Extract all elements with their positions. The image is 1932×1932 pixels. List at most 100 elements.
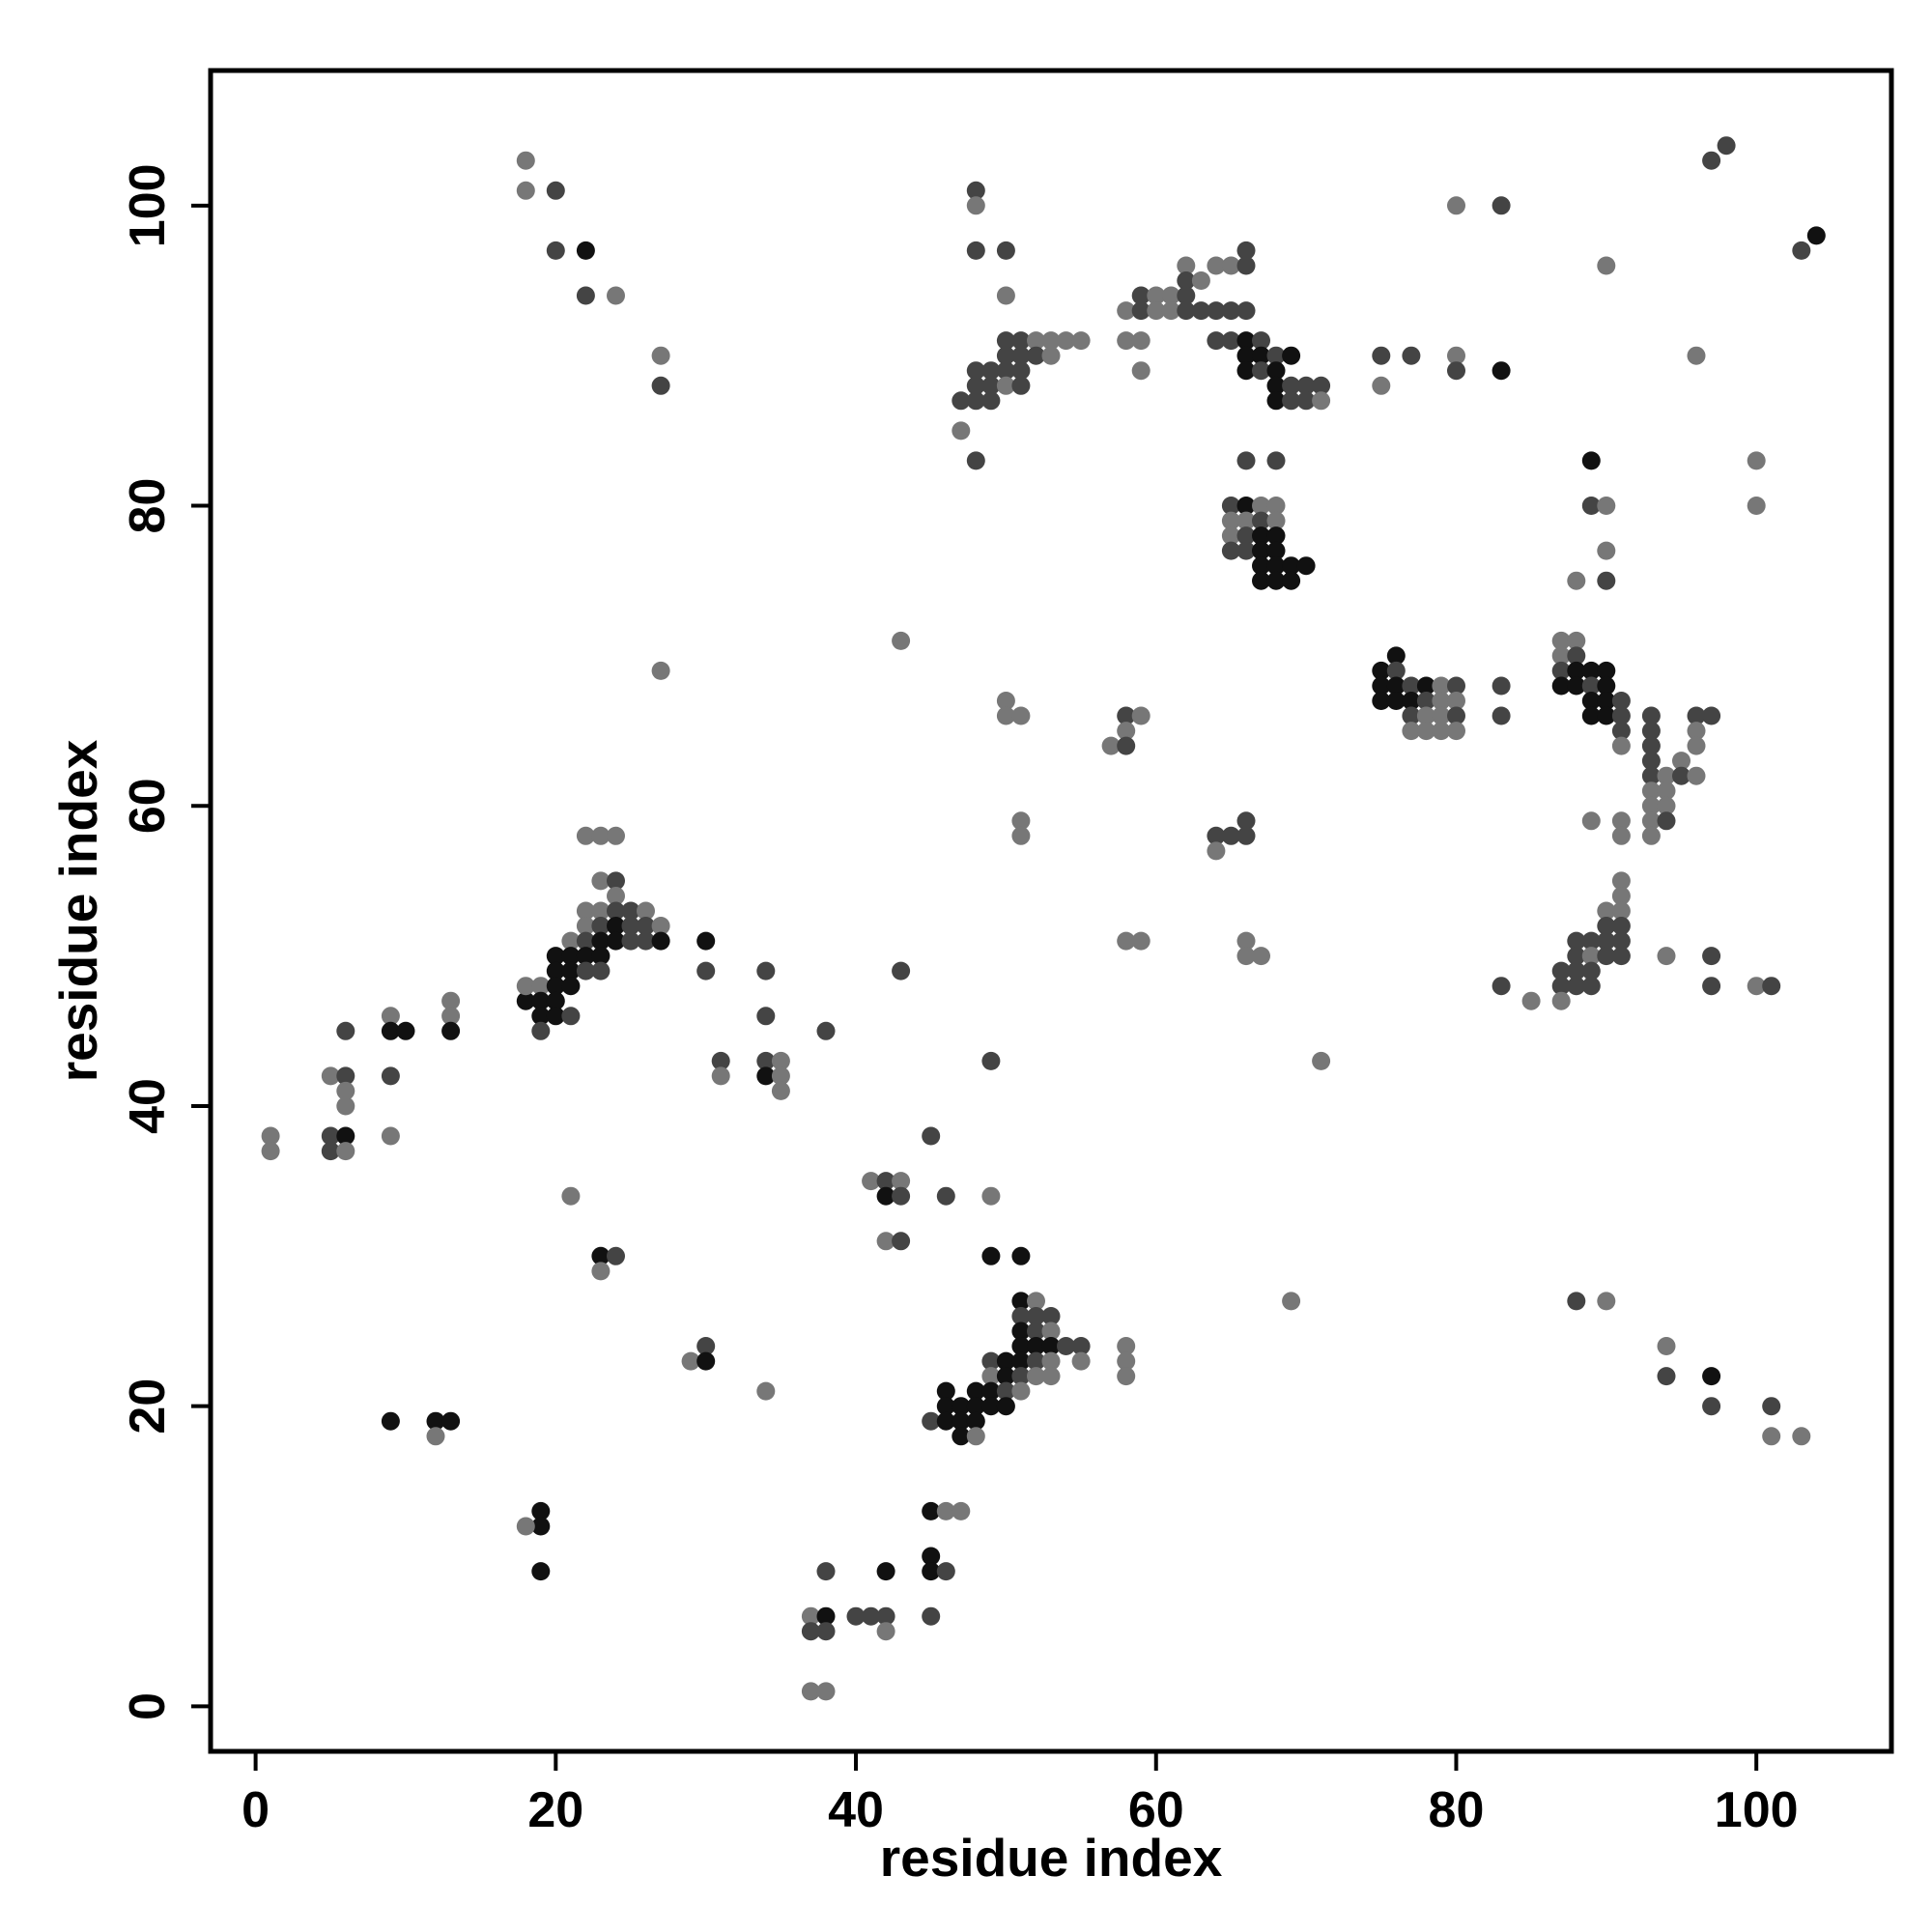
data-point <box>876 1172 895 1191</box>
data-point <box>1011 376 1031 395</box>
data-point <box>952 1397 971 1416</box>
data-point <box>1131 286 1151 305</box>
data-point <box>922 1501 941 1520</box>
data-point <box>426 1427 445 1446</box>
data-point <box>381 1066 400 1086</box>
data-point <box>441 1007 461 1026</box>
data-point <box>1131 301 1151 321</box>
data-point <box>1221 497 1240 515</box>
data-point <box>1207 331 1226 351</box>
data-point <box>801 1606 820 1626</box>
data-point <box>1597 901 1616 921</box>
data-point <box>1266 391 1286 411</box>
data-point <box>621 901 640 921</box>
data-point <box>1702 1367 1721 1386</box>
data-point <box>1372 692 1391 710</box>
data-point <box>1611 871 1631 891</box>
data-point <box>531 1501 551 1520</box>
data-point <box>1702 1397 1721 1416</box>
y-tick-label: 40 <box>120 1078 176 1134</box>
data-point <box>1597 947 1616 966</box>
data-point <box>441 1411 461 1431</box>
data-point <box>1041 331 1061 351</box>
data-point <box>1252 511 1270 530</box>
data-point <box>1221 256 1240 275</box>
data-point <box>591 871 611 891</box>
y-axis-title: residue index <box>48 739 108 1082</box>
data-point <box>1611 887 1631 905</box>
data-point <box>1581 706 1601 725</box>
data-point <box>922 1606 941 1626</box>
data-point <box>1296 376 1316 395</box>
data-point <box>1161 286 1180 305</box>
data-point <box>1011 826 1031 845</box>
data-point <box>981 1246 1001 1265</box>
data-point <box>981 1186 1001 1206</box>
data-point <box>1702 977 1721 996</box>
data-point <box>1611 931 1631 951</box>
data-point <box>1402 346 1421 365</box>
data-point <box>771 1066 790 1086</box>
data-point <box>1252 497 1270 515</box>
data-point <box>1597 1292 1616 1311</box>
data-point <box>1597 256 1616 275</box>
data-point <box>1806 226 1826 245</box>
data-point <box>1266 346 1286 365</box>
data-point <box>1236 497 1256 515</box>
data-point <box>321 1066 340 1086</box>
data-point <box>261 1142 280 1161</box>
data-point <box>996 346 1015 365</box>
data-point <box>952 1427 971 1446</box>
data-point <box>1282 556 1301 576</box>
data-point <box>1657 1337 1676 1355</box>
data-point <box>1252 556 1270 576</box>
data-point <box>711 1051 730 1070</box>
data-point <box>621 917 640 935</box>
data-point <box>1011 1246 1031 1265</box>
data-point <box>1416 706 1435 725</box>
data-point <box>1117 706 1136 725</box>
data-point <box>516 977 535 996</box>
data-point <box>711 1066 730 1086</box>
data-point <box>546 961 565 980</box>
data-point <box>426 1411 445 1431</box>
data-point <box>1567 676 1586 696</box>
data-point <box>1551 961 1571 980</box>
data-point <box>1641 706 1661 725</box>
data-point <box>996 1381 1015 1401</box>
data-point <box>1207 256 1226 275</box>
data-point <box>1702 151 1721 170</box>
data-point <box>1447 196 1465 215</box>
data-point <box>561 977 581 996</box>
data-point <box>1597 541 1616 560</box>
data-point <box>1762 1397 1781 1416</box>
data-point <box>1131 706 1151 725</box>
data-point <box>1581 497 1601 515</box>
data-point <box>1641 766 1661 785</box>
data-point <box>922 1411 941 1431</box>
data-point <box>1581 676 1601 696</box>
x-tick-label: 80 <box>1429 1782 1485 1838</box>
data-point <box>336 1126 355 1146</box>
data-point <box>1672 752 1690 771</box>
data-point <box>1597 917 1616 935</box>
data-point <box>1252 346 1270 365</box>
data-point <box>576 947 595 966</box>
data-point <box>1236 241 1256 260</box>
data-point <box>1551 676 1571 696</box>
data-point <box>1011 331 1031 351</box>
data-point <box>1027 1351 1045 1371</box>
data-point <box>1747 977 1766 996</box>
data-point <box>607 887 625 905</box>
data-point <box>336 1066 355 1086</box>
data-point <box>576 931 595 951</box>
data-point <box>651 917 670 935</box>
data-point <box>1252 541 1270 560</box>
data-point <box>1266 497 1286 515</box>
data-point <box>1147 301 1166 321</box>
data-point <box>381 1411 400 1431</box>
data-point <box>1011 1292 1031 1311</box>
data-point <box>981 1351 1001 1371</box>
data-point <box>1597 497 1616 515</box>
data-point <box>651 661 670 680</box>
